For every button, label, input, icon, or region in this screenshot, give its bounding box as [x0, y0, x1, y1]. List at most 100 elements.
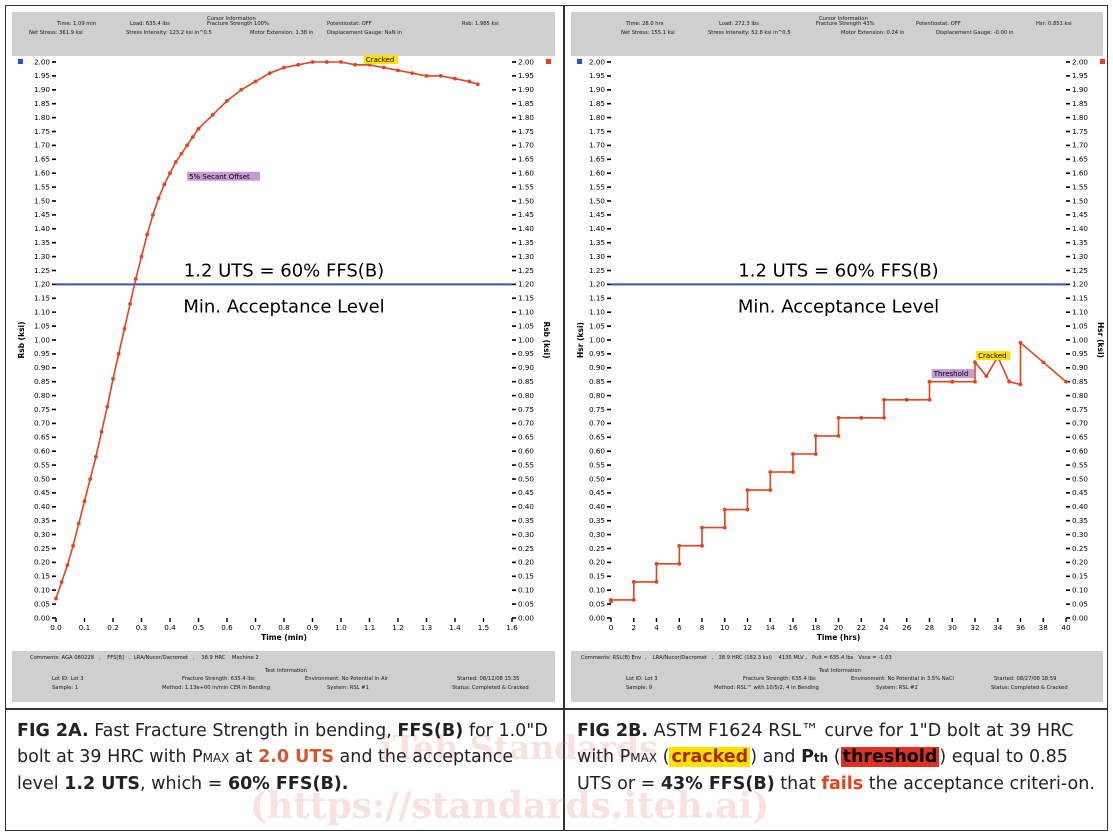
y-tick-label-right: 1.70: [518, 141, 534, 150]
y-tick-label-left: 0.30: [589, 530, 605, 539]
data-point: [173, 160, 178, 164]
y-tick-label-right: 1.25: [518, 266, 534, 275]
annotation-box: [931, 369, 975, 379]
series-line: [55, 61, 479, 599]
data-point: [609, 598, 613, 602]
info-potentiostat: Potentiostat: OFF: [916, 21, 961, 27]
comment-steel: 4135 MLV: [778, 655, 804, 661]
y-tick-label-left: 1.85: [34, 99, 50, 108]
data-point: [813, 434, 818, 438]
data-point: [105, 404, 110, 409]
data-point: [882, 415, 886, 420]
data-point: [813, 452, 818, 456]
data-point: [168, 171, 172, 176]
y-tick-label-left: 0.70: [34, 419, 50, 428]
y-tick-label-left: 1.80: [34, 113, 50, 122]
y-axis-label-left: Rsb (ksi): [17, 321, 26, 358]
info-time: Time: 28.0 hrs: [626, 21, 664, 27]
y-tick-label-right: 0.75: [518, 405, 534, 414]
data-point: [239, 87, 244, 92]
x-tick-label: 6: [677, 623, 682, 632]
y-tick-label-right: 0.70: [1072, 419, 1088, 428]
y-tick-label-right: 1.35: [518, 238, 534, 247]
comment-id: Comments: AGA 080228: [30, 655, 94, 661]
y-tick-label-right: 1.95: [518, 71, 534, 80]
caption-divider: [5, 708, 1108, 710]
data-point: [267, 71, 272, 76]
y-axis-label-left: Hsr (ksi): [576, 322, 585, 358]
y-tick-label-right: 1.75: [518, 127, 534, 136]
column-divider: [563, 5, 565, 831]
data-point: [59, 579, 64, 584]
y-tick-label-left: 1.70: [589, 141, 605, 150]
y-tick-label-left: 1.10: [589, 308, 605, 317]
y-tick-label-right: 1.70: [1072, 141, 1088, 150]
y-tick-label-right: 0.90: [1072, 363, 1088, 372]
data-point: [1018, 340, 1023, 345]
y-tick-label-left: 0.70: [589, 419, 605, 428]
data-point: [467, 79, 472, 84]
data-point: [791, 470, 795, 474]
x-tick-label: 1.1: [364, 623, 375, 632]
y-tick-label-right: 0.50: [518, 474, 534, 483]
reference-label-below: Min. Acceptance Level: [183, 296, 384, 317]
caption-text: for 1.0"D bolt at 39 HRC with P: [17, 721, 548, 767]
data-point: [654, 561, 659, 566]
y-tick-label-right: 0.40: [518, 502, 534, 511]
y-tick-label-left: 0.75: [34, 405, 50, 414]
data-point: [1064, 379, 1068, 384]
y-tick-label-left: 1.05: [34, 321, 50, 330]
chart-panel-b: Cursor Information Time: 28.0 hrs Load: …: [571, 12, 1105, 702]
y-tick-label-left: 1.20: [589, 280, 605, 289]
reference-label-above: 1.2 UTS = 60% FFS(B): [184, 260, 384, 281]
y-tick-label-left: 0.10: [34, 586, 50, 595]
y-tick-label-left: 1.50: [34, 196, 50, 205]
data-point: [179, 151, 184, 156]
y-tick-label-right: 1.10: [1072, 308, 1088, 317]
info-stress-intensity: Stress Intensity: 52.8 ksi in^0.5: [708, 30, 791, 36]
test-started: Started: 08/27/08 18:59: [994, 676, 1057, 682]
y-tick-label-left: 1.25: [34, 266, 50, 275]
legend-marker-left: [18, 59, 23, 64]
y-tick-label-right: 1.05: [1072, 321, 1088, 330]
caption-bold: FFS(B): [397, 721, 464, 741]
y-tick-label-left: 0.10: [589, 586, 605, 595]
caption-text: ) equal to 0.85 UTS or =: [577, 747, 1068, 794]
caption-text: at: [229, 747, 259, 767]
y-tick-label-right: 0.65: [1072, 433, 1088, 442]
x-tick-label: 24: [879, 623, 889, 632]
y-tick-label-left: 1.00: [34, 335, 50, 344]
data-point: [984, 374, 989, 379]
data-point: [282, 65, 286, 70]
y-tick-label-right: 0.40: [1072, 502, 1088, 511]
test-lot-id: Lot ID: Lot 3: [626, 676, 658, 682]
x-tick-label: 0.5: [193, 623, 204, 632]
data-point: [99, 429, 104, 434]
caption-fig-2a: FIG 2A. Fast Fracture Strength in bendin…: [17, 718, 550, 797]
caption-text: ) and: [750, 747, 802, 767]
y-tick-label-left: 0.05: [34, 599, 50, 608]
data-point: [210, 112, 215, 117]
y-tick-label-left: 1.35: [34, 238, 50, 247]
y-tick-label-left: 1.75: [589, 127, 605, 136]
x-tick-label: 32: [970, 623, 979, 632]
y-tick-label-right: 1.50: [1072, 196, 1088, 205]
y-tick-label-left: 1.65: [589, 155, 605, 164]
caption-subscript: MAX: [630, 751, 658, 765]
y-tick-label-right: 1.45: [518, 210, 534, 219]
comment-hardness: 38.9 HRC: [201, 655, 226, 661]
y-tick-label-right: 0.05: [518, 599, 534, 608]
y-tick-label-left: 0.25: [34, 544, 50, 553]
y-tick-label-left: 1.20: [34, 280, 50, 289]
y-tick-label-right: 1.45: [1072, 210, 1088, 219]
test-sample: Sample: 9: [626, 685, 653, 691]
y-tick-label-right: 1.60: [1072, 169, 1088, 178]
x-tick-label: 0.9: [307, 623, 319, 632]
test-fracture-strength: Fracture Strength: 635.4 lbs: [743, 676, 816, 682]
y-tick-label-right: 0.05: [1072, 599, 1088, 608]
caption-bold: P: [801, 747, 814, 767]
x-tick-label: 0.6: [221, 623, 233, 632]
y-tick-label-right: 0.60: [518, 447, 534, 456]
y-tick-label-left: 2.00: [589, 57, 605, 66]
comment-sep: ,: [805, 655, 808, 661]
